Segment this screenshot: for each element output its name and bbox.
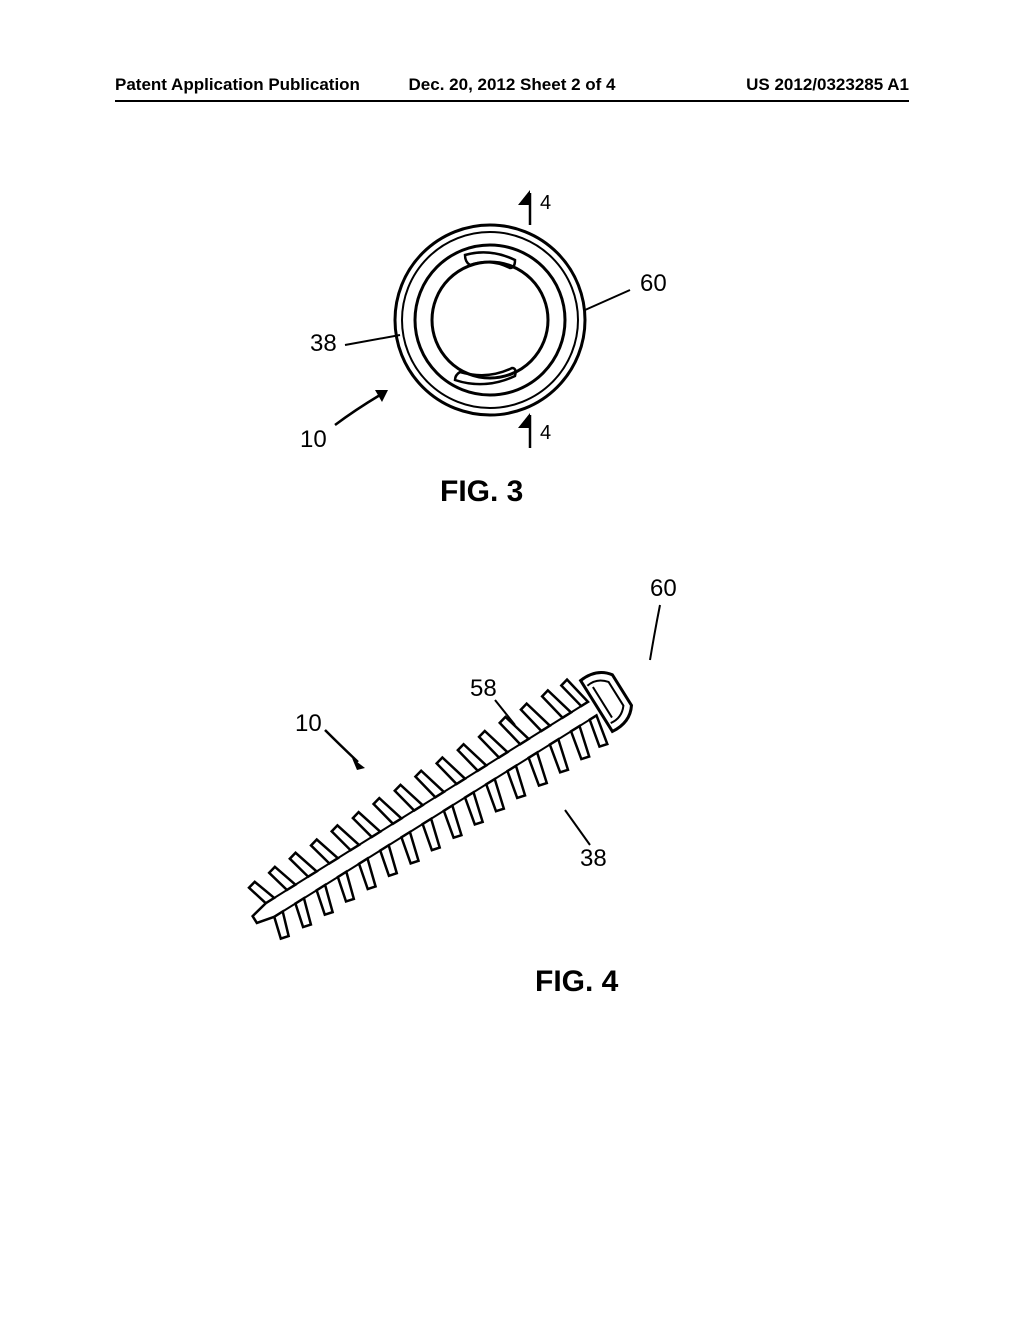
figure-4-container: 60 58 38 10 FIG. 4 (210, 570, 760, 1050)
header-publication: Patent Application Publication (115, 75, 380, 95)
figure-3-container: 4 4 60 38 10 FIG. 3 (240, 180, 740, 520)
fig4-ref-58: 58 (470, 675, 497, 703)
fig3-ref-60: 60 (640, 270, 667, 298)
fig3-ref-38: 38 (310, 330, 337, 358)
fig3-ref-10: 10 (300, 426, 327, 454)
header-divider (115, 100, 909, 102)
fig3-ref-4-top: 4 (540, 192, 551, 215)
fig4-ref-38: 38 (580, 845, 607, 873)
figure-4-drawing (210, 570, 760, 1050)
fig4-label: FIG. 4 (535, 965, 618, 999)
fig3-ref-4-bottom: 4 (540, 422, 551, 445)
header-patent-number: US 2012/0323285 A1 (644, 75, 909, 95)
fig3-label: FIG. 3 (440, 475, 523, 509)
fig4-ref-60: 60 (650, 575, 677, 603)
fig4-ref-10: 10 (295, 710, 322, 738)
header-date-sheet: Dec. 20, 2012 Sheet 2 of 4 (380, 75, 645, 95)
